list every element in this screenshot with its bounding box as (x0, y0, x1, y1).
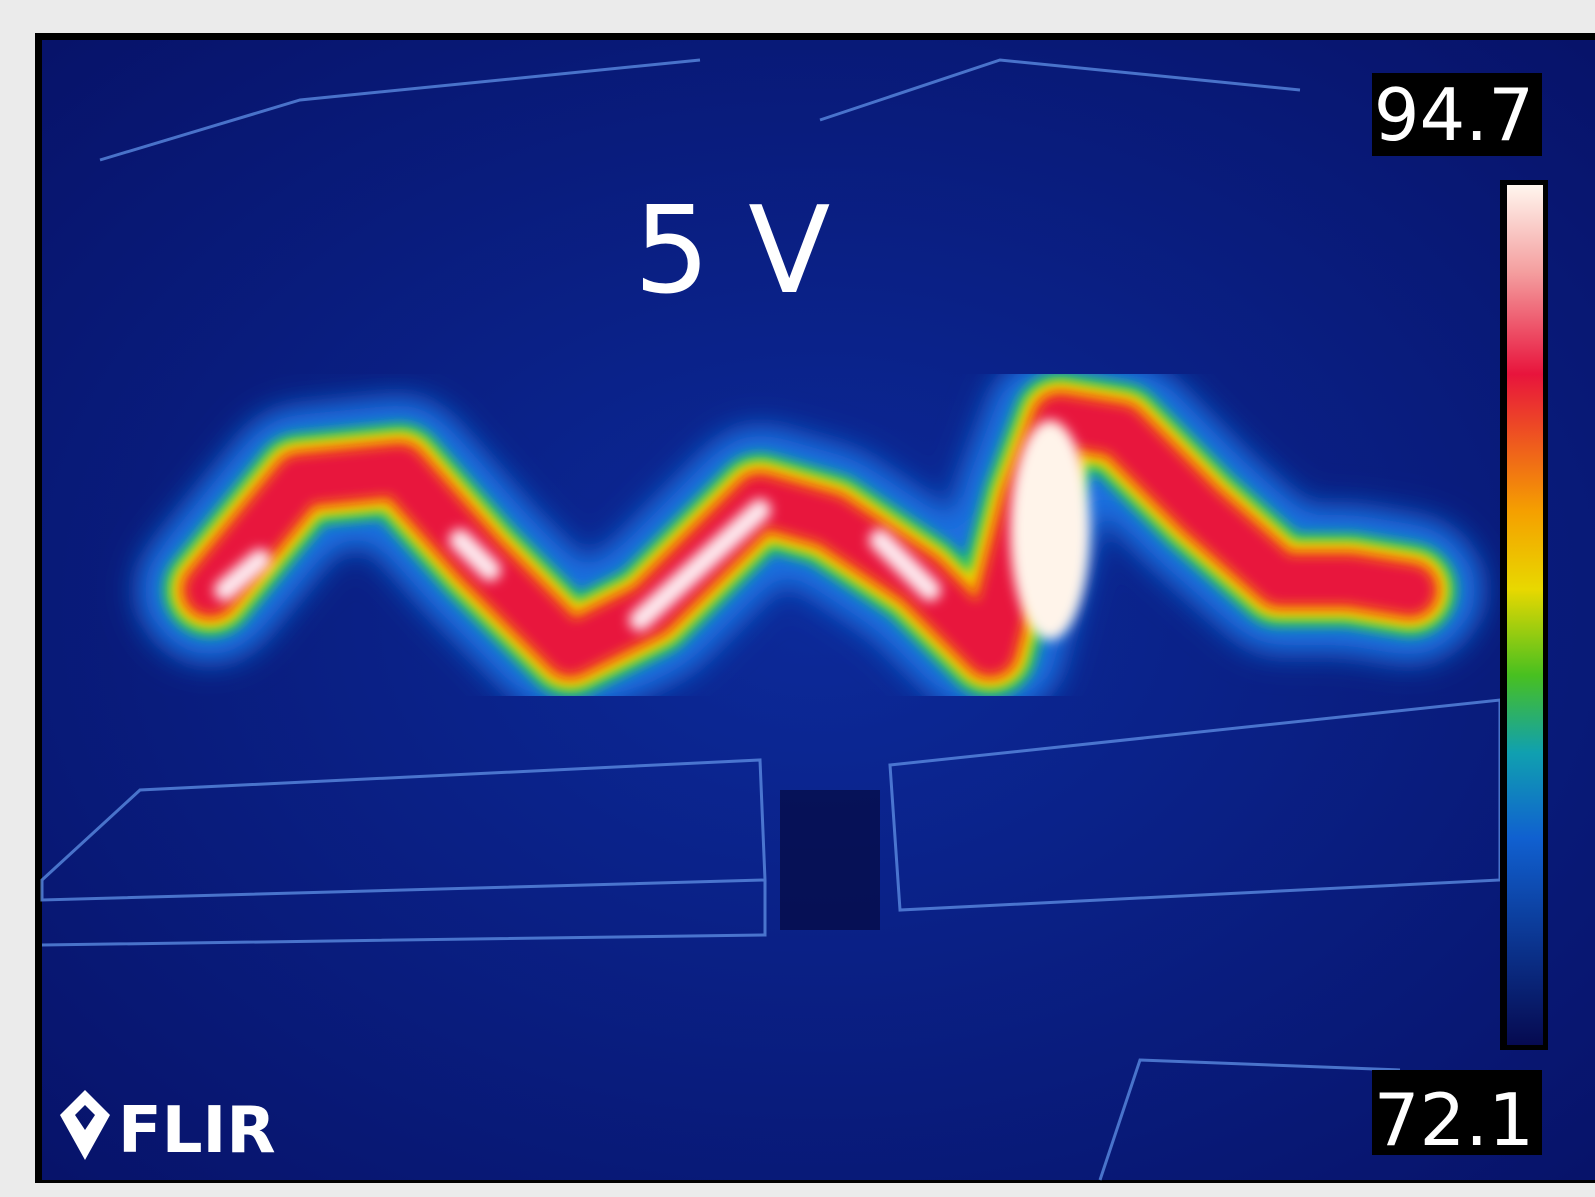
logo: FLIR (118, 1094, 276, 1168)
thermal-screenshot: 5 V 94.7 72.1 FLIR (0, 0, 1595, 1197)
scale-max: 94.7 (1374, 73, 1534, 157)
colorbar (1507, 185, 1543, 1045)
voltage-label: 5 V (634, 182, 831, 321)
page: 5 V 94.7 72.1 FLIR (() => { const data =… (0, 0, 1595, 1197)
scale-min: 72.1 (1374, 1078, 1534, 1162)
gap-shadow (780, 790, 880, 930)
